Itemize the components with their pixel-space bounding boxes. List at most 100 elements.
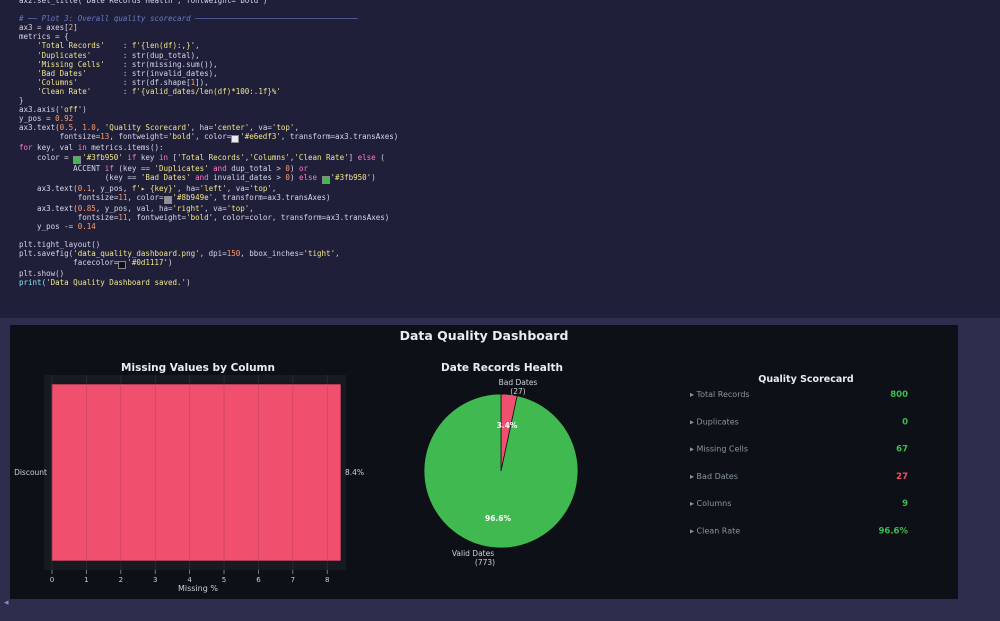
- code-line: ax3.axis('off'): [19, 105, 1000, 114]
- code-token: metrics = {: [19, 32, 69, 42]
- pie-slice-valid-dates: [423, 393, 579, 549]
- code-token: 'Duplicates': [37, 50, 92, 60]
- code-token: ax3 = axes[: [19, 23, 69, 33]
- code-token: [19, 78, 37, 87]
- code-token: ax3.text(: [19, 203, 78, 213]
- code-token: '#3fb950': [330, 172, 372, 182]
- code-token: 'data_quality_dashboard.png': [73, 249, 200, 259]
- code-token: (: [375, 152, 385, 162]
- code-token: '#0d1117': [127, 258, 168, 268]
- code-token: 0: [285, 172, 290, 182]
- bar-tick-label: 3: [153, 576, 157, 584]
- code-token: ): [371, 172, 376, 182]
- scorecard-value: 0: [902, 417, 908, 427]
- code-token: ): [167, 258, 173, 268]
- scorecard-rows: ▸ Total Records 800 ▸ Duplicates 0 ▸ Missing…: [690, 390, 908, 537]
- code-token: 'Data Quality Dashboard saved.': [46, 278, 187, 288]
- code-token: 0.14: [77, 221, 96, 231]
- code-editor[interactable]: ax2.set_title('Date Records Health', fon…: [0, 0, 1000, 287]
- code-token: [: [167, 152, 178, 162]
- code-token: 'left': [199, 183, 227, 193]
- code-token: and: [208, 163, 227, 173]
- code-token: '#8b949e': [172, 192, 214, 202]
- bar-chart-title: Missing Values by Column: [121, 362, 275, 374]
- bar-tick-label: 6: [256, 576, 261, 584]
- pie-label-bad-dates: Bad Dates: [499, 378, 538, 387]
- pie-slices: [423, 393, 579, 549]
- scorecard-key: ▸ Clean Rate: [690, 527, 740, 536]
- scorecard-key: ▸ Missing Cells: [690, 445, 748, 454]
- code-token: , va=: [204, 203, 227, 213]
- code-token: facecolor=: [19, 258, 119, 268]
- code-token: ax2.set_title('Date Records Health', fon…: [19, 0, 268, 5]
- code-token: 'tight': [303, 249, 336, 259]
- code-token: : str(dup_total),: [91, 50, 200, 60]
- code-line: (key == 'Bad Dates' and invalid_dates > …: [19, 173, 1000, 184]
- code-token: 'Duplicates': [154, 163, 209, 173]
- scorecard-value: 9: [902, 499, 908, 509]
- code-token: f'{valid_dates/len(df)*100:.1f}%': [131, 86, 281, 96]
- bar-tick-label: 0: [50, 576, 54, 584]
- code-token: in: [77, 143, 87, 153]
- code-line: color = ■'#3fb950' if key in ['Total Rec…: [19, 153, 1000, 164]
- dashboard-svg: Data Quality Dashboard Missing Values by…: [14, 328, 908, 593]
- code-token: key: [140, 152, 159, 162]
- code-token: if: [122, 152, 141, 162]
- code-token: 'Columns': [249, 152, 290, 162]
- code-token: , color=: [127, 192, 164, 202]
- code-line: print('Data Quality Dashboard saved.'): [19, 278, 1000, 287]
- code-line: 'Total Records' : f'{len(df):,}',: [19, 41, 1000, 50]
- code-token: ]: [73, 23, 78, 33]
- code-token: 'Quality Scorecard': [104, 123, 191, 133]
- code-line: 'Clean Rate' : f'{valid_dates/len(df)*10…: [19, 87, 1000, 96]
- code-line: ax2.set_title('Date Records Health', fon…: [19, 0, 1000, 5]
- collapse-output-icon[interactable]: ◂: [4, 598, 9, 608]
- code-token: (key ==: [19, 172, 141, 182]
- code-token: , y_pos, val, ha=: [95, 203, 173, 213]
- code-line: ax3 = axes[2]: [19, 23, 1000, 32]
- scorecard-key: ▸ Bad Dates: [690, 472, 738, 481]
- bar-value-label: 8.4%: [345, 468, 364, 477]
- code-token: ,: [244, 152, 250, 162]
- code-token: ,: [271, 183, 277, 193]
- code-token: ): [186, 278, 191, 288]
- scorecard-value: 27: [896, 472, 908, 482]
- code-token: '#e6edf3': [240, 132, 281, 142]
- code-token: ): [289, 163, 299, 173]
- code-token: ,: [95, 123, 105, 133]
- code-token: }: [19, 96, 24, 106]
- code-token: 'Total Records': [177, 152, 245, 162]
- code-line: plt.show(): [19, 269, 1000, 278]
- code-line: plt.savefig('data_quality_dashboard.png'…: [19, 249, 1000, 258]
- code-token: , va=: [249, 123, 272, 133]
- code-token: f'{len(df):,}': [131, 41, 196, 51]
- date-records-pie: Date Records Health Bad Dates (27) Valid…: [423, 362, 579, 567]
- code-token: if: [104, 163, 114, 173]
- code-token: key, val: [32, 143, 78, 153]
- code-token: [19, 69, 37, 78]
- code-token: 0.92: [55, 114, 74, 124]
- code-line: [19, 5, 1000, 14]
- code-line: # ── Plot 3: Overall quality scorecard ─…: [19, 14, 1000, 23]
- bar-tick-label: 2: [119, 576, 123, 584]
- code-token: else: [298, 172, 318, 182]
- code-token: f'▸ {key}': [131, 183, 178, 193]
- code-token: , y_pos,: [91, 183, 132, 193]
- code-token: 'top': [226, 203, 250, 213]
- code-token: :: [91, 86, 132, 96]
- code-cell[interactable]: ax2.set_title('Date Records Health', fon…: [0, 0, 1000, 318]
- dashboard-title: Data Quality Dashboard: [400, 328, 569, 343]
- code-token: ,: [249, 203, 254, 213]
- code-token: , color=color, transform=ax3.transAxes): [213, 212, 390, 222]
- code-token: 'Bad Dates': [140, 172, 191, 182]
- code-token: : str(missing.sum()),: [104, 59, 218, 69]
- code-token: ACCENT: [19, 163, 105, 173]
- bar-discount: [51, 383, 342, 562]
- code-token: , color=: [195, 132, 232, 142]
- code-token: ,: [289, 152, 295, 162]
- code-token: 11: [118, 212, 128, 222]
- code-token: y_pos =: [19, 114, 56, 124]
- code-token: , ha=: [190, 123, 214, 133]
- code-token: 150: [226, 249, 241, 259]
- code-token: 'Bad Dates': [37, 68, 87, 78]
